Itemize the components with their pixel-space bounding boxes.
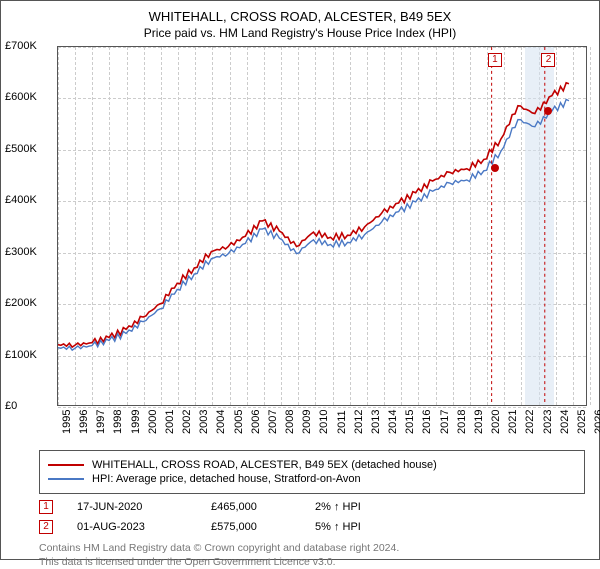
x-axis-label: 2004 — [215, 410, 227, 434]
x-axis-label: 2020 — [490, 410, 502, 434]
x-axis-label: 2023 — [542, 410, 554, 434]
y-axis-label: £400K — [5, 194, 37, 206]
legend-label-2: HPI: Average price, detached house, Stra… — [92, 473, 361, 485]
sale-marker-label: 2 — [541, 53, 555, 67]
sale-marker-dot — [491, 164, 499, 172]
x-axis-label: 1997 — [95, 410, 107, 434]
sale-pct: 5% ↑ HPI — [315, 521, 361, 533]
x-axis-label: 2009 — [301, 410, 313, 434]
x-axis-label: 2005 — [233, 410, 245, 434]
chart-subtitle: Price paid vs. HM Land Registry's House … — [1, 26, 599, 40]
x-axis-label: 2012 — [353, 410, 365, 434]
plot-region: 12 — [57, 46, 587, 406]
y-axis-label: £600K — [5, 91, 37, 103]
y-axis-label: £0 — [5, 400, 17, 412]
x-axis-label: 2018 — [456, 410, 468, 434]
x-axis-label: 1998 — [112, 410, 124, 434]
x-axis-label: 1996 — [78, 410, 90, 434]
sale-price: £575,000 — [211, 521, 291, 533]
gridline-h — [58, 407, 586, 408]
chart-area: 12 £0£100K£200K£300K£400K£500K£600K£700K… — [57, 46, 587, 406]
x-axis-label: 2014 — [387, 410, 399, 434]
x-axis-label: 2000 — [147, 410, 159, 434]
x-axis-label: 2013 — [370, 410, 382, 434]
y-axis-label: £700K — [5, 40, 37, 52]
y-axis-label: £200K — [5, 297, 37, 309]
chart-container: WHITEHALL, CROSS ROAD, ALCESTER, B49 5EX… — [0, 0, 600, 560]
x-axis-label: 2002 — [181, 410, 193, 434]
footer: Contains HM Land Registry data © Crown c… — [39, 542, 585, 569]
x-axis-label: 2001 — [164, 410, 176, 434]
x-axis-label: 1999 — [130, 410, 142, 434]
gridline-v — [590, 47, 591, 405]
x-axis-label: 2015 — [404, 410, 416, 434]
x-axis-label: 2019 — [473, 410, 485, 434]
x-axis-label: 2006 — [250, 410, 262, 434]
sale-row-marker: 1 — [39, 500, 53, 514]
sale-marker-dot — [544, 107, 552, 115]
sale-marker-label: 1 — [488, 53, 502, 67]
sale-date: 17-JUN-2020 — [77, 501, 187, 513]
x-axis-label: 2025 — [576, 410, 588, 434]
series-line — [58, 83, 569, 347]
x-axis-label: 2010 — [318, 410, 330, 434]
footer-line-1: Contains HM Land Registry data © Crown c… — [39, 542, 585, 556]
x-axis-label: 1995 — [61, 410, 73, 434]
legend-item-1: WHITEHALL, CROSS ROAD, ALCESTER, B49 5EX… — [48, 459, 576, 471]
x-axis-label: 2007 — [267, 410, 279, 434]
legend-swatch-2 — [48, 478, 84, 480]
y-axis-label: £100K — [5, 349, 37, 361]
y-axis-label: £500K — [5, 143, 37, 155]
series-line — [58, 99, 569, 350]
legend-item-2: HPI: Average price, detached house, Stra… — [48, 473, 576, 485]
sale-price: £465,000 — [211, 501, 291, 513]
x-axis-label: 2022 — [524, 410, 536, 434]
sale-date: 01-AUG-2023 — [77, 521, 187, 533]
x-axis-label: 2017 — [439, 410, 451, 434]
x-axis-label: 2003 — [198, 410, 210, 434]
x-axis-label: 2016 — [421, 410, 433, 434]
sale-row-marker: 2 — [39, 520, 53, 534]
y-axis-label: £300K — [5, 246, 37, 258]
sale-row: 1 17-JUN-2020 £465,000 2% ↑ HPI — [39, 500, 599, 514]
line-series — [58, 47, 586, 405]
legend: WHITEHALL, CROSS ROAD, ALCESTER, B49 5EX… — [39, 450, 585, 494]
sale-row: 2 01-AUG-2023 £575,000 5% ↑ HPI — [39, 520, 599, 534]
chart-title: WHITEHALL, CROSS ROAD, ALCESTER, B49 5EX — [1, 9, 599, 24]
x-axis-label: 2026 — [593, 410, 600, 434]
legend-label-1: WHITEHALL, CROSS ROAD, ALCESTER, B49 5EX… — [92, 459, 437, 471]
x-axis-label: 2011 — [336, 410, 348, 434]
footer-line-2: This data is licensed under the Open Gov… — [39, 556, 585, 569]
x-axis-label: 2021 — [507, 410, 519, 434]
x-axis-label: 2024 — [559, 410, 571, 434]
x-axis-label: 2008 — [284, 410, 296, 434]
legend-swatch-1 — [48, 464, 84, 466]
sale-pct: 2% ↑ HPI — [315, 501, 361, 513]
